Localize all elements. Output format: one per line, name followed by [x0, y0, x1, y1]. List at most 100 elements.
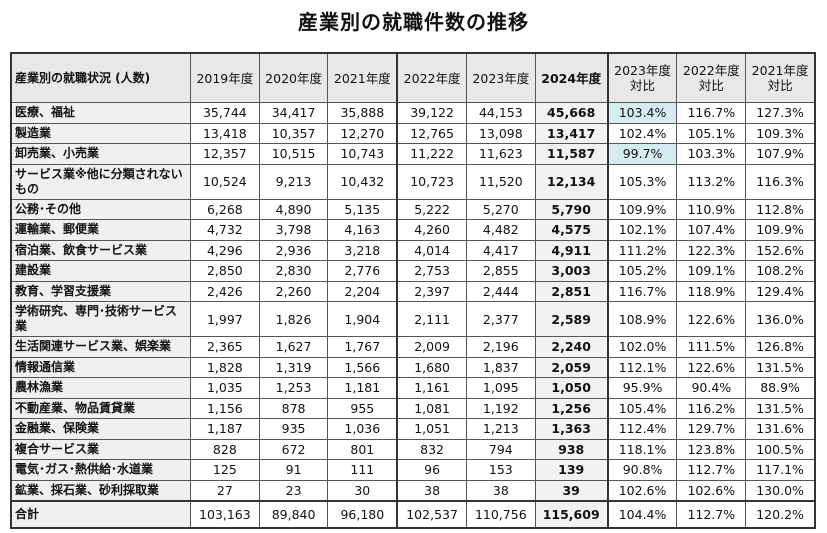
table-cell: 99.7%: [607, 143, 678, 165]
table-row: 公務･その他 6,268 4,890 5,135 5,222 5,270 5,790 109.…: [10, 198, 816, 220]
table-cell: 11,587: [534, 143, 609, 165]
table-cell: 112.4%: [607, 418, 678, 440]
table-cell: 2,426: [190, 280, 260, 302]
table-cell: 5,222: [396, 198, 467, 220]
table-cell: 89,840: [258, 500, 329, 529]
industry-label: 建設業: [10, 260, 191, 282]
table-cell: 105.4%: [607, 397, 678, 419]
table-cell: 1,095: [465, 377, 536, 399]
table-cell: 129.4%: [745, 280, 816, 302]
table-cell: 109.3%: [745, 122, 816, 144]
table-cell: 878: [258, 397, 329, 419]
table-cell: 102.4%: [607, 122, 678, 144]
column-header: 2019年度: [190, 52, 260, 103]
table-cell: 102.1%: [607, 219, 678, 241]
table-cell: 45,668: [534, 102, 609, 124]
table-cell: 112.7%: [676, 459, 747, 481]
table-cell: 111.5%: [676, 336, 747, 358]
table-row: 情報通信業 1,828 1,319 1,566 1,680 1,837 2,059 112.1…: [10, 356, 816, 378]
table-cell: 10,524: [190, 163, 260, 200]
table-cell: 111: [327, 459, 399, 481]
industry-label: 合計: [10, 500, 191, 529]
table-cell: 4,296: [190, 239, 260, 261]
table-cell: 110.9%: [676, 198, 747, 220]
table-cell: 112.1%: [607, 356, 678, 378]
table-cell: 5,790: [534, 198, 609, 220]
table-cell: 30: [327, 479, 399, 502]
table-cell: 9,213: [258, 163, 329, 200]
table-cell: 10,515: [258, 143, 329, 165]
employment-by-industry-table: 産業別の就職状況 (人数) 2019年度 2020年度 2021年度 2022年度 202…: [10, 52, 816, 529]
table-cell: 2,365: [190, 336, 260, 358]
table-cell: 111.2%: [607, 239, 678, 261]
table-cell: 115,609: [534, 500, 609, 529]
table-cell: 109.9%: [607, 198, 678, 220]
industry-label: 農林漁業: [10, 377, 191, 399]
industry-label: 不動産業、物品賃貸業: [10, 397, 191, 419]
table-cell: 35,888: [327, 102, 399, 124]
page-title: 産業別の就職件数の推移: [298, 10, 529, 34]
total-row: 合計 103,163 89,840 96,180 102,537 110,756 115,6…: [10, 500, 816, 529]
table-cell: 39,122: [396, 102, 467, 124]
table-cell: 2,397: [396, 280, 467, 302]
table-cell: 4,890: [258, 198, 329, 220]
table-cell: 2,260: [258, 280, 329, 302]
table-cell: 23: [258, 479, 329, 502]
table-row: 運輸業、郵便業 4,732 3,798 4,163 4,260 4,482 4,575 102…: [10, 219, 816, 241]
table-cell: 4,911: [534, 239, 609, 261]
table-cell: 1,187: [190, 418, 260, 440]
table-cell: 935: [258, 418, 329, 440]
table-cell: 1,253: [258, 377, 329, 399]
table-cell: 1,767: [327, 336, 399, 358]
column-header: 2022年度 対比: [676, 52, 747, 103]
table-cell: 112.7%: [676, 500, 747, 529]
table-cell: 1,051: [396, 418, 467, 440]
industry-label: サービス業※他に分類されないもの: [10, 163, 191, 200]
table-cell: 116.3%: [745, 163, 816, 200]
table-cell: 832: [396, 438, 467, 460]
table-row: 建設業 2,850 2,830 2,776 2,753 2,855 3,003 105.2% 1…: [10, 260, 816, 282]
table-cell: 34,417: [258, 102, 329, 124]
table-cell: 1,837: [465, 356, 536, 378]
industry-label: 製造業: [10, 122, 191, 144]
table-cell: 13,418: [190, 122, 260, 144]
table-cell: 131.6%: [745, 418, 816, 440]
table-cell: 122.6%: [676, 301, 747, 337]
table-cell: 1,627: [258, 336, 329, 358]
table-cell: 10,743: [327, 143, 399, 165]
table-cell: 1,828: [190, 356, 260, 378]
table-cell: 1,319: [258, 356, 329, 378]
column-header: 2021年度 対比: [745, 52, 816, 103]
table-cell: 112.8%: [745, 198, 816, 220]
table-cell: 1,363: [534, 418, 609, 440]
column-header: 2022年度: [396, 52, 467, 103]
table-row: 農林漁業 1,035 1,253 1,181 1,161 1,095 1,050 95.9% 9…: [10, 377, 816, 399]
table-cell: 12,765: [396, 122, 467, 144]
table-cell: 136.0%: [745, 301, 816, 337]
table-cell: 116.2%: [676, 397, 747, 419]
table-cell: 107.9%: [745, 143, 816, 165]
column-header: 2024年度: [534, 52, 609, 103]
table-cell: 35,744: [190, 102, 260, 124]
table-cell: 1,904: [327, 301, 399, 337]
table-row: 宿泊業、飲食サービス業 4,296 2,936 3,218 4,014 4,417 4,91…: [10, 239, 816, 261]
table-cell: 118.9%: [676, 280, 747, 302]
table-cell: 2,444: [465, 280, 536, 302]
table-cell: 13,417: [534, 122, 609, 144]
table-cell: 12,134: [534, 163, 609, 200]
table-row: 生活関連サービス業、娯楽業 2,365 1,627 1,767 2,009 2,196 2,…: [10, 336, 816, 358]
table-cell: 2,377: [465, 301, 536, 337]
table-cell: 103.3%: [676, 143, 747, 165]
table-cell: 96: [396, 459, 467, 481]
table-cell: 672: [258, 438, 329, 460]
table-cell: 1,566: [327, 356, 399, 378]
table-cell: 2,936: [258, 239, 329, 261]
table-row: 金融業、保険業 1,187 935 1,036 1,051 1,213 1,363 112.4…: [10, 418, 816, 440]
table-cell: 11,222: [396, 143, 467, 165]
table-cell: 108.9%: [607, 301, 678, 337]
table-cell: 2,776: [327, 260, 399, 282]
industry-label: 公務･その他: [10, 198, 191, 220]
table-cell: 95.9%: [607, 377, 678, 399]
table-cell: 1,036: [327, 418, 399, 440]
table-cell: 110,756: [465, 500, 536, 529]
